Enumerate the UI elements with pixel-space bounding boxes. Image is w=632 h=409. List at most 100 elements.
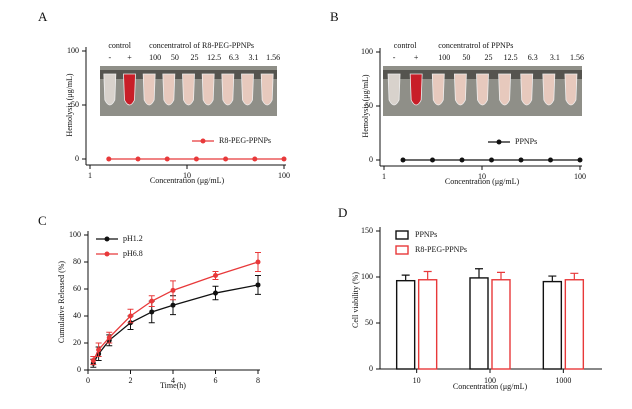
photo-label: + xyxy=(127,53,132,62)
photo-label: - xyxy=(393,53,396,62)
legend-marker xyxy=(104,251,110,257)
point xyxy=(164,156,170,162)
error-bar xyxy=(548,275,557,282)
y-tick-label: 0 xyxy=(369,364,373,373)
point xyxy=(96,347,102,353)
legend-marker xyxy=(496,139,502,145)
photo-label: 3.1 xyxy=(550,53,560,62)
photo-label: - xyxy=(108,53,111,62)
point xyxy=(170,287,176,293)
series-line xyxy=(92,284,259,364)
y-axis-label: Hemolysis (μg/mL) xyxy=(361,74,370,138)
point xyxy=(106,335,112,341)
bar xyxy=(542,280,563,370)
bar xyxy=(417,279,438,370)
point xyxy=(170,302,176,308)
point xyxy=(213,273,218,278)
y-tick-label: 0 xyxy=(77,365,81,374)
x-tick-label: 100 xyxy=(278,171,290,180)
photo-label: control xyxy=(394,41,417,50)
tube xyxy=(260,73,274,106)
photo-label: 1.56 xyxy=(266,53,280,62)
photo-label: 25 xyxy=(191,53,199,62)
bar xyxy=(469,277,489,370)
tube xyxy=(182,73,195,106)
tube xyxy=(387,73,401,106)
y-axis-label: Cell viability (%) xyxy=(351,272,360,328)
bar xyxy=(395,279,416,370)
tube xyxy=(476,73,489,106)
photo-label: 1.56 xyxy=(570,53,584,62)
point xyxy=(135,156,141,162)
x-tick-label: 1000 xyxy=(555,376,571,385)
x-axis-label: Concentration (μg/mL) xyxy=(445,177,520,186)
legend-marker xyxy=(200,138,206,144)
panel-letter: C xyxy=(38,213,47,228)
error-bar xyxy=(570,272,579,280)
photo-label: 50 xyxy=(171,53,179,62)
x-tick-label: 1 xyxy=(88,171,92,180)
tube xyxy=(142,73,156,106)
legend-label: PPNPs xyxy=(515,137,537,146)
y-tick-label: 60 xyxy=(73,284,81,293)
x-tick-label: 10 xyxy=(413,376,421,385)
point xyxy=(488,157,494,163)
tube xyxy=(431,73,445,106)
x-tick-label: 10 xyxy=(478,172,486,181)
legend-label: R8-PEG-PPNPs xyxy=(415,245,467,254)
x-tick-label: 8 xyxy=(256,376,260,385)
legend-marker xyxy=(104,236,110,242)
photo-label: 12.5 xyxy=(207,53,221,62)
point xyxy=(281,156,287,162)
y-tick-label: 40 xyxy=(73,311,81,320)
bar xyxy=(564,279,585,370)
tube xyxy=(162,73,176,106)
photo-label: 12.5 xyxy=(504,53,518,62)
point xyxy=(149,309,155,315)
y-tick-label: 100 xyxy=(361,272,373,281)
x-axis-label: Concentration (μg/mL) xyxy=(150,176,225,185)
legend-label: pH6.8 xyxy=(123,249,143,258)
y-tick-label: 100 xyxy=(67,46,79,55)
point xyxy=(459,157,465,163)
point xyxy=(255,259,261,265)
x-tick-label: 1 xyxy=(382,172,386,181)
bar xyxy=(491,279,511,370)
photo-label: 3.1 xyxy=(249,53,259,62)
error-bar xyxy=(401,274,410,281)
photo-label: 6.3 xyxy=(229,53,239,62)
y-axis-label: Cumulative Released (%) xyxy=(57,261,66,344)
point xyxy=(255,282,261,288)
legend-label: PPNPs xyxy=(415,230,437,239)
point xyxy=(193,156,199,162)
x-tick-label: 100 xyxy=(574,172,586,181)
y-tick-label: 50 xyxy=(365,318,373,327)
y-tick-label: 50 xyxy=(71,100,79,109)
point xyxy=(106,156,112,162)
tube xyxy=(498,73,512,106)
legend-swatch xyxy=(395,245,409,255)
error-bar xyxy=(475,268,483,278)
tube xyxy=(542,73,556,106)
legend-label: pH1.2 xyxy=(123,234,143,243)
y-tick-label: 100 xyxy=(69,230,81,239)
error-bar xyxy=(497,271,505,280)
point xyxy=(223,156,229,162)
x-axis-label: Concentration (μg/mL) xyxy=(453,382,528,391)
x-tick-label: 100 xyxy=(484,376,496,385)
tube xyxy=(201,73,215,106)
point xyxy=(90,358,96,364)
y-tick-label: 100 xyxy=(361,47,373,56)
panel-letter: B xyxy=(330,9,339,24)
legend-label: R8-PEG-PPNPs xyxy=(219,136,271,145)
tube xyxy=(520,73,534,106)
legend-swatch xyxy=(395,230,409,240)
point xyxy=(252,156,258,162)
photo-label: control xyxy=(108,41,131,50)
point xyxy=(547,157,553,163)
y-tick-label: 150 xyxy=(361,226,373,235)
tube xyxy=(241,73,254,106)
point xyxy=(429,157,435,163)
photo-label: 100 xyxy=(438,53,450,62)
